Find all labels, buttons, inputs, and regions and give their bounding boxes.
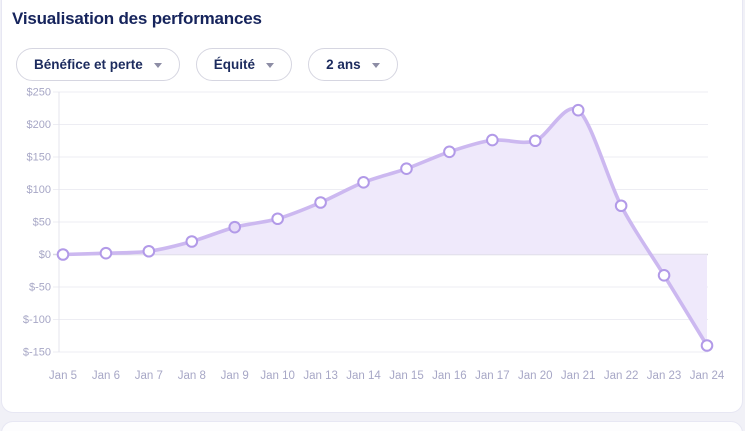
data-point[interactable] xyxy=(99,246,113,260)
x-axis-tick-label: Jan 8 xyxy=(178,370,206,382)
y-axis-tick-label: $0 xyxy=(39,249,51,261)
data-point[interactable] xyxy=(657,269,671,282)
next-section-card xyxy=(1,421,743,431)
x-axis-tick-label: Jan 10 xyxy=(260,370,295,382)
metric-dropdown[interactable]: Bénéfice et perte xyxy=(16,48,180,81)
period-dropdown[interactable]: 2 ans xyxy=(308,48,398,81)
data-point[interactable] xyxy=(400,162,413,175)
performance-card: Visualisation des performances Bénéfice … xyxy=(1,0,743,413)
x-axis-tick-label: Jan 22 xyxy=(604,370,639,382)
x-axis-tick-label: Jan 15 xyxy=(389,370,424,382)
account-dropdown[interactable]: Équité xyxy=(195,48,293,81)
x-axis-tick-label: Jan 23 xyxy=(647,370,682,382)
data-point[interactable] xyxy=(142,244,156,258)
period-dropdown-label: 2 ans xyxy=(326,57,361,72)
x-axis-tick-label: Jan 16 xyxy=(432,370,467,382)
chevron-down-icon xyxy=(266,62,275,68)
area-chart-canvas[interactable]: $250 $200 $150 $100 $50 $0 $-50 $-100 $-150 Jan 5… xyxy=(2,86,745,386)
y-axis-tick-label: $150 xyxy=(27,152,51,164)
x-axis-tick-label: Jan 7 xyxy=(135,370,163,382)
data-point[interactable] xyxy=(571,103,585,117)
x-axis-tick-label: Jan 13 xyxy=(303,370,338,382)
data-point[interactable] xyxy=(700,339,714,352)
y-axis-tick-label: $200 xyxy=(27,119,51,131)
y-axis-tick-label: $100 xyxy=(27,184,51,196)
x-axis-tick-label: Jan 5 xyxy=(49,370,77,382)
chevron-down-icon xyxy=(371,62,380,68)
data-point[interactable] xyxy=(528,134,542,148)
data-point[interactable] xyxy=(443,145,456,159)
x-axis-tick-label: Jan 24 xyxy=(690,370,725,382)
area-fill xyxy=(63,108,707,346)
page-title: Visualisation des performances xyxy=(12,9,262,28)
chart-controls: Bénéfice et perte Équité 2 ans xyxy=(16,48,398,81)
metric-dropdown-label: Bénéfice et perte xyxy=(34,57,143,72)
x-axis-tick-label: Jan 6 xyxy=(92,370,120,382)
data-point[interactable] xyxy=(56,248,70,261)
x-axis-tick-label: Jan 17 xyxy=(475,370,510,382)
x-axis-tick-label: Jan 21 xyxy=(561,370,596,382)
y-axis-tick-label: $250 xyxy=(27,87,51,99)
data-point[interactable] xyxy=(357,176,370,189)
x-axis-tick-label: Jan 9 xyxy=(221,370,249,382)
chevron-down-icon xyxy=(153,62,162,68)
performance-chart[interactable]: $250 $200 $150 $100 $50 $0 $-50 $-100 $-150 Jan 5… xyxy=(2,86,745,386)
data-point[interactable] xyxy=(486,133,499,147)
x-axis-tick-label: Jan 20 xyxy=(518,370,553,382)
data-point[interactable] xyxy=(614,199,628,213)
y-axis-tick-label: $-150 xyxy=(23,347,51,359)
y-axis-tick-label: $50 xyxy=(33,217,51,229)
x-axis-tick-label: Jan 14 xyxy=(346,370,381,382)
data-point[interactable] xyxy=(271,212,284,226)
y-axis-tick-label: $-100 xyxy=(23,314,51,326)
data-point[interactable] xyxy=(314,196,327,209)
account-dropdown-label: Équité xyxy=(213,57,256,72)
data-point-highlighted[interactable] xyxy=(228,220,242,234)
data-point[interactable] xyxy=(185,235,199,248)
y-axis-tick-label: $-50 xyxy=(29,282,51,294)
